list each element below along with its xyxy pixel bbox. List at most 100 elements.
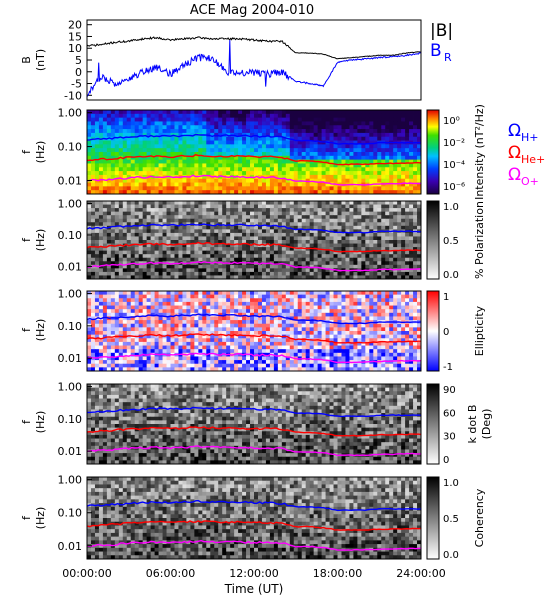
spectrogram-cell <box>361 261 366 266</box>
spectrogram-cell <box>297 331 303 336</box>
spectrogram-cell <box>222 113 227 119</box>
spectrogram-cell <box>198 190 203 195</box>
spectrogram-cell <box>246 140 251 145</box>
spectrogram-cell <box>293 121 299 126</box>
spectrogram-cell <box>277 140 283 145</box>
spectrogram-cell <box>230 140 235 145</box>
spectrogram-cell <box>417 215 422 220</box>
spectrogram-cell <box>381 113 386 119</box>
spectrogram-cell <box>405 247 410 252</box>
spectrogram-cell <box>118 222 124 227</box>
spectrogram-cell <box>90 247 96 252</box>
spectrogram-cell <box>186 331 191 336</box>
spectrogram-cell <box>114 140 120 145</box>
spectrogram-cell <box>321 125 326 130</box>
spectrogram-cell <box>369 159 374 164</box>
spectrogram-cell <box>269 232 275 237</box>
spectrogram-cell <box>250 257 255 262</box>
spectrogram-cell <box>226 225 231 230</box>
spectrogram-cell <box>166 208 171 213</box>
spectrogram-cell <box>413 264 418 269</box>
spectrogram-cell <box>333 211 338 216</box>
spectrogram-cell <box>178 254 183 259</box>
spectrogram-cell <box>222 186 227 191</box>
spectrogram-cell <box>174 232 179 237</box>
spectrogram-cell <box>178 243 183 248</box>
spectrogram-cell <box>409 136 414 141</box>
spectrogram-cell <box>389 110 394 115</box>
spectrogram-cell <box>170 294 175 299</box>
spectrogram-cell <box>293 167 299 172</box>
spectrogram-cell <box>257 144 263 149</box>
spectrogram-cell <box>273 261 279 266</box>
spectrogram-cell <box>397 121 402 126</box>
spectrogram-cell <box>417 250 422 255</box>
spectrogram-cell <box>162 136 167 141</box>
spectrogram-cell <box>242 243 247 248</box>
spectrogram-cell <box>281 323 287 328</box>
spectrogram-cell <box>234 144 239 149</box>
spectrogram-cell <box>190 257 195 262</box>
spectrogram-cell <box>106 257 112 262</box>
spectrogram-cell <box>389 291 394 296</box>
spectrogram-cell <box>130 236 136 241</box>
spectrogram-cell <box>166 152 171 157</box>
spectrogram-cell <box>186 113 191 119</box>
spectrogram-cell <box>289 264 295 269</box>
spectrogram-cell <box>226 190 231 195</box>
spectrogram-cell <box>126 254 132 259</box>
spectrogram-cell <box>397 305 402 310</box>
spectrogram-cell <box>118 144 124 149</box>
spectrogram-cell <box>265 171 271 176</box>
spectrogram-cell <box>226 110 231 115</box>
spectrogram-cell <box>333 334 338 339</box>
spectrogram-cell <box>186 182 191 187</box>
spectrogram-cell <box>285 341 291 346</box>
spectrogram-cell <box>289 316 295 321</box>
spectrogram-cell <box>413 218 418 223</box>
spectrogram-cell <box>214 334 219 339</box>
spectrogram-cell <box>242 148 247 153</box>
spectrogram-cell <box>377 132 382 138</box>
spectrogram-cell <box>317 140 322 145</box>
spectrogram-cell <box>301 121 307 126</box>
spectrogram-cell <box>194 298 199 303</box>
spectrogram-cell <box>178 338 183 343</box>
spectrogram-cell <box>293 268 299 273</box>
spectrogram-cell <box>222 144 227 149</box>
spectrogram-cell <box>202 182 207 187</box>
spectrogram-cell <box>289 271 295 276</box>
spectrogram-cell <box>325 211 330 216</box>
spectrogram-cell <box>87 294 92 299</box>
spectrogram-cell <box>365 136 370 141</box>
spectrogram-cell <box>313 190 319 195</box>
spectrogram-cell <box>150 320 155 325</box>
spectrogram-cell <box>257 171 263 176</box>
spectrogram-cell <box>329 254 334 259</box>
spectrogram-cell <box>250 334 255 339</box>
spectrogram-cell <box>321 229 326 234</box>
spectrogram-cell <box>309 271 315 276</box>
spectrogram-cell <box>122 132 128 138</box>
spectrogram-cell <box>385 334 390 339</box>
spectrogram-cell <box>393 327 398 332</box>
spectrogram-cell <box>293 163 299 168</box>
spectrogram-cell <box>166 294 171 299</box>
spectrogram-cell <box>357 140 362 145</box>
spectrogram-cell <box>285 254 291 259</box>
spectrogram-cell <box>198 257 203 262</box>
spectrogram-cell <box>273 152 279 157</box>
spectrogram-cell <box>397 225 402 230</box>
spectrogram-cell <box>198 178 203 183</box>
spectrogram-cell <box>377 327 382 332</box>
spectrogram-cell <box>222 271 227 276</box>
spectrogram-cell <box>409 171 414 176</box>
spectrogram-cell <box>230 178 235 183</box>
spectrogram-cell <box>413 125 418 130</box>
spectrogram-cell <box>261 320 267 325</box>
spectrogram-cell <box>301 291 307 296</box>
spectrogram-cell <box>265 215 271 220</box>
spectrogram-cell <box>190 163 195 168</box>
spectrogram-cell <box>325 186 330 191</box>
spectrogram-cell <box>281 327 287 332</box>
